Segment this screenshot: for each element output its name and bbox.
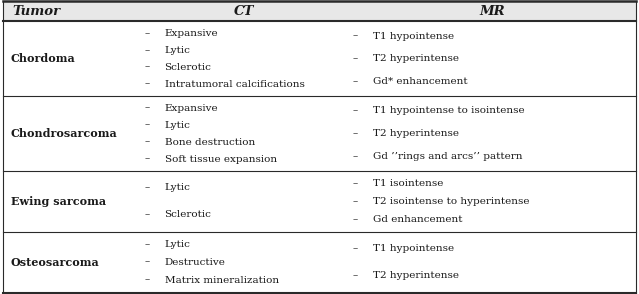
- Text: –: –: [144, 121, 150, 130]
- Text: CT: CT: [233, 5, 254, 18]
- Text: Matrix mineralization: Matrix mineralization: [164, 275, 279, 285]
- Text: –: –: [353, 197, 358, 206]
- Text: –: –: [144, 258, 150, 267]
- Text: Lytic: Lytic: [164, 183, 190, 193]
- Text: –: –: [353, 129, 358, 138]
- Text: Expansive: Expansive: [164, 29, 218, 38]
- Text: Lytic: Lytic: [164, 121, 190, 130]
- Text: Lytic: Lytic: [164, 240, 190, 249]
- Text: –: –: [353, 106, 358, 116]
- Text: –: –: [144, 138, 150, 147]
- Text: –: –: [353, 179, 358, 188]
- Text: Destructive: Destructive: [164, 258, 226, 267]
- Text: T1 hypointense: T1 hypointense: [373, 31, 454, 41]
- Text: –: –: [144, 275, 150, 285]
- Text: Bone destruction: Bone destruction: [164, 138, 255, 147]
- Text: –: –: [144, 240, 150, 249]
- Text: –: –: [144, 63, 150, 72]
- Text: –: –: [353, 77, 358, 86]
- Text: T2 isointense to hyperintense: T2 isointense to hyperintense: [373, 197, 530, 206]
- Text: –: –: [144, 103, 150, 113]
- Text: MR: MR: [479, 5, 505, 18]
- Text: –: –: [144, 29, 150, 38]
- Text: –: –: [353, 215, 358, 224]
- Text: –: –: [353, 244, 358, 253]
- Text: Soft tissue expansion: Soft tissue expansion: [164, 155, 277, 163]
- Text: Tumor: Tumor: [13, 5, 61, 18]
- Text: –: –: [353, 31, 358, 41]
- Text: T2 hyperintense: T2 hyperintense: [373, 129, 459, 138]
- Text: Lytic: Lytic: [164, 46, 190, 55]
- Text: Intratumoral calcifications: Intratumoral calcifications: [164, 80, 304, 89]
- Text: Gd enhancement: Gd enhancement: [373, 215, 463, 224]
- Text: T1 hypointense to isointense: T1 hypointense to isointense: [373, 106, 525, 116]
- Text: –: –: [144, 155, 150, 163]
- Text: T2 hyperintense: T2 hyperintense: [373, 54, 459, 63]
- Text: T2 hyperintense: T2 hyperintense: [373, 271, 459, 280]
- Text: –: –: [144, 80, 150, 89]
- Text: –: –: [144, 210, 150, 219]
- Text: –: –: [144, 183, 150, 193]
- Text: Osteosarcoma: Osteosarcoma: [11, 257, 100, 268]
- Text: T1 isointense: T1 isointense: [373, 179, 443, 188]
- Text: Chondrosarcoma: Chondrosarcoma: [11, 128, 118, 139]
- Text: Expansive: Expansive: [164, 103, 218, 113]
- Text: Chordoma: Chordoma: [11, 53, 75, 64]
- Text: Gd ’’rings and arcs’’ pattern: Gd ’’rings and arcs’’ pattern: [373, 152, 523, 161]
- Bar: [3, 1, 636, 21]
- Text: –: –: [353, 54, 358, 63]
- Text: Gd* enhancement: Gd* enhancement: [373, 77, 468, 86]
- Text: Sclerotic: Sclerotic: [164, 63, 212, 72]
- Text: –: –: [353, 152, 358, 161]
- Text: –: –: [353, 271, 358, 280]
- Text: Ewing sarcoma: Ewing sarcoma: [11, 196, 106, 207]
- Text: T1 hypointense: T1 hypointense: [373, 244, 454, 253]
- Text: –: –: [144, 46, 150, 55]
- Text: Sclerotic: Sclerotic: [164, 210, 212, 219]
